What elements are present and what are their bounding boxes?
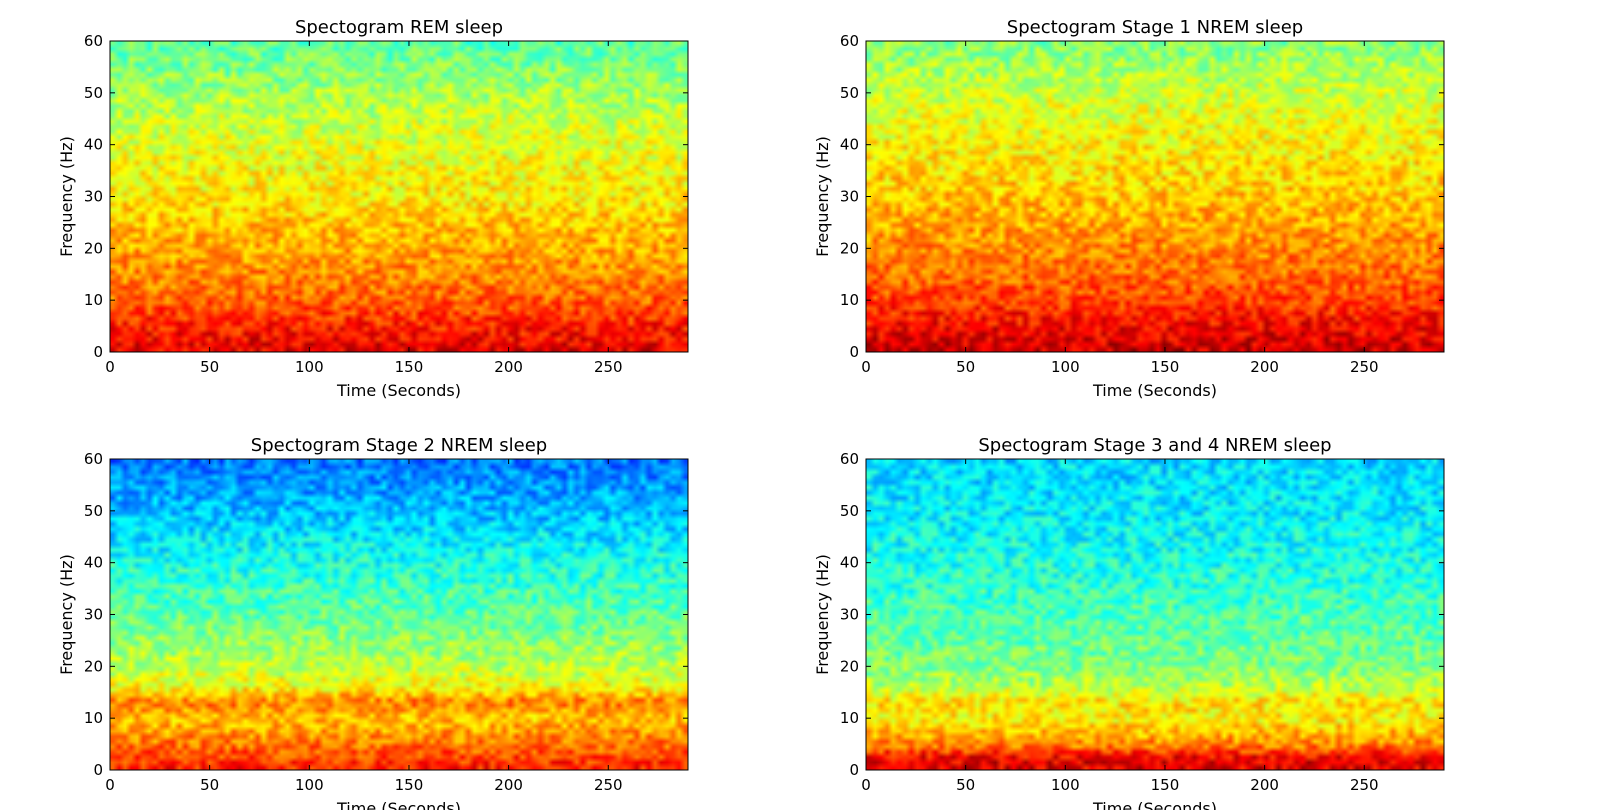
x-tick-label: 150 bbox=[395, 776, 424, 794]
x-tick-label: 150 bbox=[395, 358, 424, 376]
y-tick-label: 40 bbox=[840, 136, 859, 154]
x-tick-label: 100 bbox=[295, 358, 324, 376]
x-tick-label: 0 bbox=[105, 776, 115, 794]
y-tick-label: 0 bbox=[93, 761, 103, 779]
spectrogram-panel-3: 0 50 100 150 200 250 0 10 20 30 40 50 60 Spectogram S… bbox=[57, 435, 689, 810]
y-axis-label: Frequency (Hz) bbox=[57, 554, 76, 675]
y-tick-label: 50 bbox=[84, 502, 103, 520]
x-tick-label: 200 bbox=[494, 776, 523, 794]
panel-title: Spectogram Stage 2 NREM sleep bbox=[251, 435, 547, 456]
y-tick-label: 60 bbox=[84, 32, 103, 50]
x-tick-label: 250 bbox=[594, 776, 623, 794]
y-tick-label: 50 bbox=[840, 502, 859, 520]
spectrogram-panel-2: 0 50 100 150 200 250 0 10 20 30 40 50 60 Spectogram S… bbox=[813, 17, 1445, 400]
y-tick-label: 0 bbox=[849, 761, 859, 779]
x-tick-label: 250 bbox=[1350, 358, 1379, 376]
x-tick-label: 0 bbox=[861, 776, 871, 794]
x-tick-label: 50 bbox=[200, 358, 219, 376]
panel-title: Spectogram Stage 1 NREM sleep bbox=[1007, 17, 1303, 38]
x-tick-label: 50 bbox=[956, 358, 975, 376]
spectrogram-panel-4: 0 50 100 150 200 250 0 10 20 30 40 50 60 Spectogram S… bbox=[813, 435, 1445, 810]
y-tick-label: 60 bbox=[840, 32, 859, 50]
x-tick-label: 150 bbox=[1151, 358, 1180, 376]
panel-title: Spectogram Stage 3 and 4 NREM sleep bbox=[978, 435, 1331, 456]
y-tick-label: 30 bbox=[84, 606, 103, 624]
x-axis-label: Time (Seconds) bbox=[1092, 799, 1217, 810]
y-axis-label: Frequency (Hz) bbox=[57, 136, 76, 257]
y-tick-label: 50 bbox=[840, 84, 859, 102]
y-tick-label: 20 bbox=[840, 657, 859, 675]
y-tick-label: 40 bbox=[84, 136, 103, 154]
y-tick-label: 10 bbox=[84, 291, 103, 309]
x-tick-label: 50 bbox=[200, 776, 219, 794]
y-axis-label: Frequency (Hz) bbox=[813, 136, 832, 257]
x-tick-label: 150 bbox=[1151, 776, 1180, 794]
y-tick-label: 30 bbox=[840, 188, 859, 206]
y-tick-label: 40 bbox=[840, 554, 859, 572]
spectrogram-heatmap bbox=[866, 459, 1444, 770]
spectrogram-heatmap bbox=[866, 41, 1444, 352]
panel-title: Spectogram REM sleep bbox=[295, 17, 503, 38]
x-tick-label: 100 bbox=[1051, 776, 1080, 794]
y-tick-label: 30 bbox=[840, 606, 859, 624]
x-axis-label: Time (Seconds) bbox=[336, 381, 461, 400]
y-tick-label: 10 bbox=[840, 291, 859, 309]
spectrogram-panel-1: 0 50 100 150 200 250 0 10 20 30 40 50 60 Spectogram R… bbox=[57, 17, 689, 400]
x-axis-label: Time (Seconds) bbox=[1092, 381, 1217, 400]
y-tick-label: 20 bbox=[840, 239, 859, 257]
y-tick-label: 0 bbox=[849, 343, 859, 361]
x-tick-label: 200 bbox=[1250, 358, 1279, 376]
y-tick-label: 10 bbox=[84, 709, 103, 727]
y-axis-label: Frequency (Hz) bbox=[813, 554, 832, 675]
x-axis-label: Time (Seconds) bbox=[336, 799, 461, 810]
x-tick-label: 100 bbox=[295, 776, 324, 794]
spectrogram-heatmap bbox=[110, 41, 688, 352]
x-tick-label: 0 bbox=[861, 358, 871, 376]
x-tick-label: 200 bbox=[1250, 776, 1279, 794]
x-tick-label: 250 bbox=[594, 358, 623, 376]
y-tick-label: 40 bbox=[84, 554, 103, 572]
x-tick-label: 250 bbox=[1350, 776, 1379, 794]
y-tick-label: 30 bbox=[84, 188, 103, 206]
x-tick-label: 100 bbox=[1051, 358, 1080, 376]
y-tick-label: 60 bbox=[84, 450, 103, 468]
x-tick-label: 50 bbox=[956, 776, 975, 794]
y-tick-label: 20 bbox=[84, 657, 103, 675]
y-tick-label: 60 bbox=[840, 450, 859, 468]
spectrogram-heatmap bbox=[110, 459, 688, 770]
x-tick-label: 0 bbox=[105, 358, 115, 376]
y-tick-label: 10 bbox=[840, 709, 859, 727]
x-tick-label: 200 bbox=[494, 358, 523, 376]
y-tick-label: 20 bbox=[84, 239, 103, 257]
y-tick-label: 0 bbox=[93, 343, 103, 361]
y-tick-label: 50 bbox=[84, 84, 103, 102]
